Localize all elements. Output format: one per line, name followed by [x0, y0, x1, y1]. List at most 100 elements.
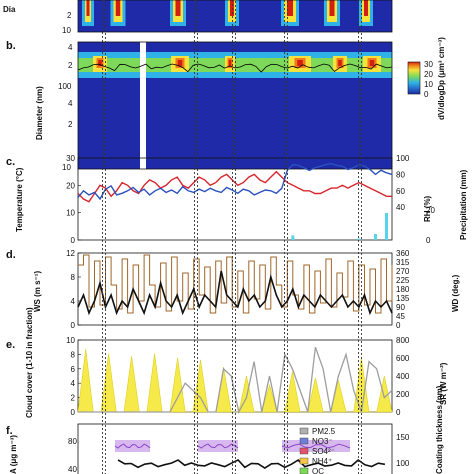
- heatmap-b-cell: [369, 60, 375, 66]
- panel-c-temp-tick: 10: [66, 209, 75, 218]
- heatmap-b-cell: [228, 60, 232, 66]
- coating-line: [281, 443, 351, 449]
- legend-swatch: [299, 427, 309, 435]
- panel-c-temp-tick: 0: [71, 236, 76, 245]
- panel-c-ylabel-temp: Temperature (°C): [15, 167, 24, 232]
- panel-e-cloud-tick: 0: [71, 408, 76, 417]
- panel-c-temp-tick: 20: [66, 181, 75, 190]
- colorbar: [407, 61, 421, 95]
- heatmap-a-blobs: [82, 0, 373, 26]
- panel-d-ws-tick: 8: [71, 273, 76, 282]
- panel-d-frame: [77, 252, 393, 326]
- coating-band: [115, 440, 150, 452]
- coating-line: [114, 443, 151, 449]
- panel-e-cloud-tick: 8: [71, 350, 76, 359]
- heatmap-b-cell: [338, 60, 342, 66]
- panel-d-wd-tick: 225: [396, 276, 410, 285]
- colorbar-tick: 20: [424, 70, 433, 79]
- panel-e-cloud-tick: 4: [71, 379, 76, 388]
- panel-e-sr-tick: 400: [396, 372, 410, 381]
- ws-line: [77, 270, 393, 316]
- panel-f-ylabel: A (μg m⁻³): [9, 435, 18, 474]
- legend-swatch: [299, 467, 309, 474]
- rh-line: [77, 162, 393, 201]
- panel-d-ws-tick: 0: [71, 321, 76, 330]
- panel-c-rh-tick: 100: [396, 154, 410, 163]
- panel-f-ytick-right: 150: [396, 433, 410, 442]
- event-line: [102, 0, 106, 474]
- panel-f-ylabel-coating: Coating thickness (nm): [435, 385, 444, 474]
- panel-e-frame: [77, 339, 393, 413]
- panel-e-cloud-tick: 6: [71, 365, 76, 374]
- coating-line: [197, 443, 239, 449]
- panel-c-ylabel-rh: RH (%): [423, 195, 432, 222]
- heatmap-a-cell: [86, 0, 90, 16]
- panel-f: f. A (μg m⁻³) 80 40 150 100 Coating thic…: [6, 385, 444, 474]
- panel-d-ylabel-ws: WS (m s⁻¹): [33, 271, 42, 312]
- panel-f-letter: f.: [6, 425, 13, 437]
- panel-d-ws-tick: 4: [71, 297, 76, 306]
- event-line: [194, 0, 198, 474]
- pm25-line: [117, 458, 386, 469]
- panel-e: e. 0 2 4 6 8 10 0 200 400 600 800 Cloud cover (1-1…: [6, 307, 448, 418]
- cloud-cover-line: [78, 346, 393, 414]
- legend-label: OC: [312, 467, 324, 474]
- precip-bar: [291, 235, 295, 240]
- heatmap-b-blobs: [78, 52, 392, 78]
- panel-d-wd-tick: 180: [396, 285, 410, 294]
- heatmap-a-cell: [287, 0, 293, 16]
- heatmap-b-cell: [297, 60, 303, 66]
- panel-c-precip-tick: 20: [426, 206, 435, 215]
- panel-b-ytick: 10: [62, 163, 71, 172]
- panel-e-sr-tick: 600: [396, 354, 410, 363]
- panel-c-frame: [77, 157, 393, 241]
- panel-b-ytick: 2: [68, 120, 73, 129]
- panel-b: b. 4 2 100 4 2 10 Diameter (nm) 30 20 10…: [6, 37, 446, 172]
- panel-e-cloud-tick: 10: [66, 336, 75, 345]
- panel-f-ytick: 40: [68, 465, 77, 474]
- panel-e-sr-tick: 800: [396, 336, 410, 345]
- panel-d-ylabel-wd: WD (deg.): [451, 274, 460, 312]
- panel-a-ylabel: Dia: [3, 5, 16, 14]
- panel-d-wd-tick: 270: [396, 267, 410, 276]
- panel-d-wd-tick: 90: [396, 303, 405, 312]
- panel-f-frame: [77, 423, 393, 474]
- colorbar-tick: 0: [424, 90, 429, 99]
- heatmap-b-gap: [140, 42, 146, 169]
- panel-f-ytick: 80: [68, 437, 77, 446]
- precip-bar: [384, 213, 388, 240]
- panel-a-ytick: 10: [62, 26, 71, 35]
- panel-b-frame: [77, 41, 393, 170]
- heatmap-a-cell: [329, 0, 335, 16]
- panel-c-precip-tick: 0: [426, 236, 431, 245]
- panel-d-wd-tick: 315: [396, 258, 410, 267]
- panel-b-ytick: 2: [68, 61, 73, 70]
- heatmap-a-cell: [175, 0, 181, 16]
- panel-e-cloud-tick: 2: [71, 394, 76, 403]
- legend-swatch: [299, 437, 309, 445]
- heatmap-a-cell: [364, 0, 368, 16]
- colorbar-tick: 30: [424, 60, 433, 69]
- panel-e-ylabel-cloud: Cloud cover (1-10 in fraction): [25, 307, 34, 418]
- event-lines: [102, 0, 362, 474]
- panel-c-letter: c.: [6, 156, 15, 168]
- legend-label: PM2.5: [312, 427, 336, 436]
- precip-bar: [357, 238, 361, 240]
- panel-d-wd-tick: 135: [396, 294, 410, 303]
- heatmap-a-cell: [115, 0, 121, 16]
- panel-c-rh-tick: 40: [396, 203, 405, 212]
- panel-b-ytick: 100: [58, 82, 72, 91]
- panel-b-ylabel: Diameter (nm): [35, 86, 44, 140]
- heatmap-b-cell: [177, 60, 183, 66]
- heatmap-a-cell: [230, 0, 234, 16]
- event-line: [284, 0, 288, 474]
- panel-d-wd-tick: 45: [396, 312, 405, 321]
- panel-c-ylabel-precip: Precipitation (mm): [459, 169, 468, 240]
- panel-e-letter: e.: [6, 339, 15, 351]
- legend-label: NH4⁺: [312, 457, 332, 466]
- legend-label: NO3⁻: [312, 437, 333, 446]
- panel-e-sr-tick: 200: [396, 390, 410, 399]
- panel-b-ytick: 4: [68, 43, 73, 52]
